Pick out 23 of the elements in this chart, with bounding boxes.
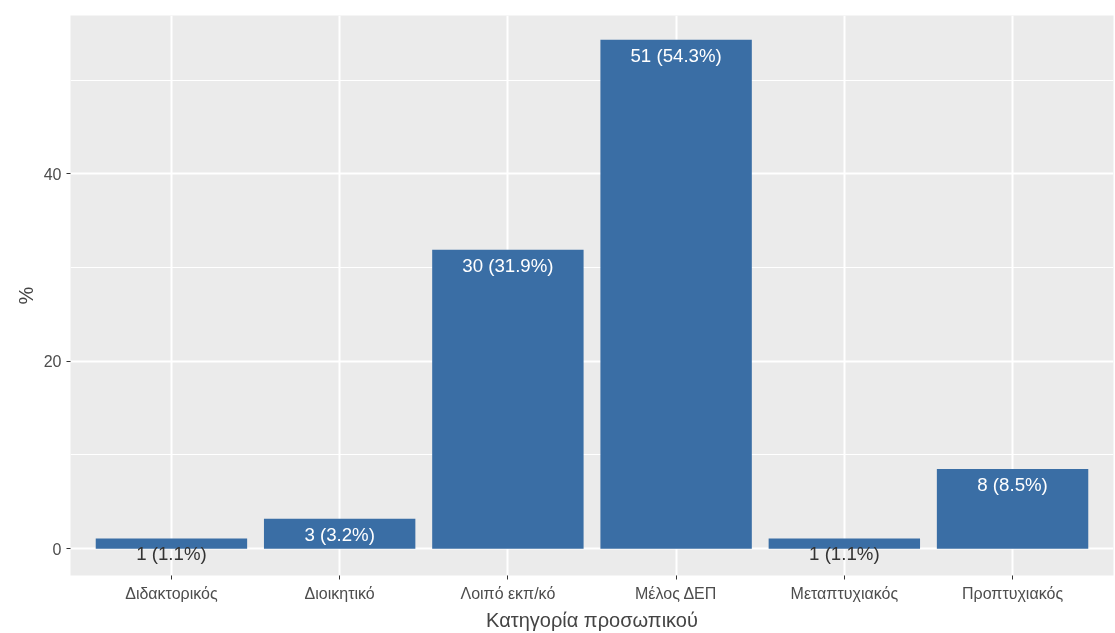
data-label: 30 (31.9%) <box>462 254 554 276</box>
bar <box>768 538 921 549</box>
x-tick-label: Λοιπό εκπ/κό <box>460 584 556 602</box>
x-tick-label: Διδακτορικός <box>125 584 218 602</box>
bar <box>936 469 1089 549</box>
x-tick-label: Διοικητικό <box>304 584 375 602</box>
bar <box>263 518 416 549</box>
bar <box>95 538 248 549</box>
data-label: 3 (3.2%) <box>304 523 375 545</box>
bar <box>432 249 584 549</box>
data-label: 8 (8.5%) <box>977 474 1048 496</box>
data-label: 51 (54.3%) <box>630 44 722 66</box>
data-label: 1 (1.1%) <box>809 543 880 565</box>
data-label: 1 (1.1%) <box>136 543 207 565</box>
x-tick-label: Μέλος ΔΕΠ <box>635 584 717 602</box>
y-tick-label: 0 <box>52 540 62 558</box>
x-tick-label: Προπτυχιακός <box>962 584 1064 602</box>
y-axis-title: % <box>14 286 37 305</box>
x-axis-title: Κατηγορία προσωπικού <box>486 608 698 631</box>
bar <box>600 39 752 549</box>
x-tick-label: Μεταπτυχιακός <box>790 584 899 602</box>
y-tick-label: 20 <box>43 353 62 371</box>
y-tick-label: 40 <box>43 165 62 183</box>
